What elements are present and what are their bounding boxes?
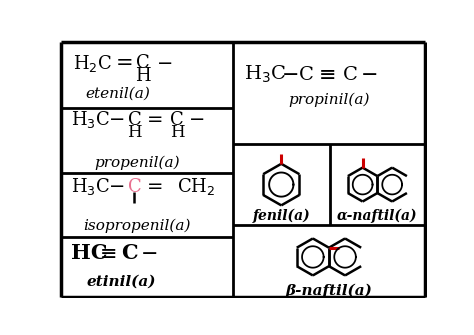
Text: C: C [299, 66, 314, 84]
Text: $-$: $-$ [281, 64, 298, 83]
Text: isopropenil(a): isopropenil(a) [83, 218, 191, 233]
Text: $\equiv$: $\equiv$ [314, 64, 335, 83]
Text: H: H [170, 124, 184, 141]
Text: C: C [170, 111, 184, 129]
Text: H$_3$C: H$_3$C [71, 176, 110, 197]
Text: CH$_2$: CH$_2$ [177, 176, 216, 197]
Text: $-$: $-$ [188, 109, 204, 127]
Text: $=$: $=$ [143, 109, 163, 127]
Text: etinil(a): etinil(a) [86, 274, 156, 288]
Text: $-$: $-$ [140, 242, 157, 262]
Text: $-$: $-$ [108, 176, 124, 194]
Text: H$_3$C: H$_3$C [245, 64, 287, 85]
Text: H$_2$C: H$_2$C [73, 53, 112, 74]
Text: etenil(a): etenil(a) [85, 86, 150, 100]
Text: propenil(a): propenil(a) [94, 155, 180, 170]
Text: $-$: $-$ [360, 64, 377, 83]
Text: fenil(a): fenil(a) [253, 209, 310, 223]
Text: propinil(a): propinil(a) [288, 92, 370, 107]
Text: $\equiv$: $\equiv$ [95, 242, 117, 262]
Text: $=$: $=$ [110, 52, 132, 71]
Text: $-$: $-$ [156, 53, 172, 71]
Text: β-naftil(a): β-naftil(a) [285, 283, 373, 297]
Text: HC: HC [71, 244, 108, 264]
Text: H$_3$C: H$_3$C [71, 109, 110, 130]
Text: H: H [135, 67, 151, 85]
Text: C: C [343, 66, 358, 84]
Text: C: C [128, 111, 141, 129]
Text: C: C [128, 178, 141, 196]
Text: α-naftil(a): α-naftil(a) [337, 209, 418, 223]
Text: C: C [136, 54, 150, 72]
Text: H: H [127, 124, 142, 141]
Text: $-$: $-$ [108, 109, 124, 127]
Text: C: C [121, 244, 137, 264]
Text: $=$: $=$ [143, 176, 163, 194]
